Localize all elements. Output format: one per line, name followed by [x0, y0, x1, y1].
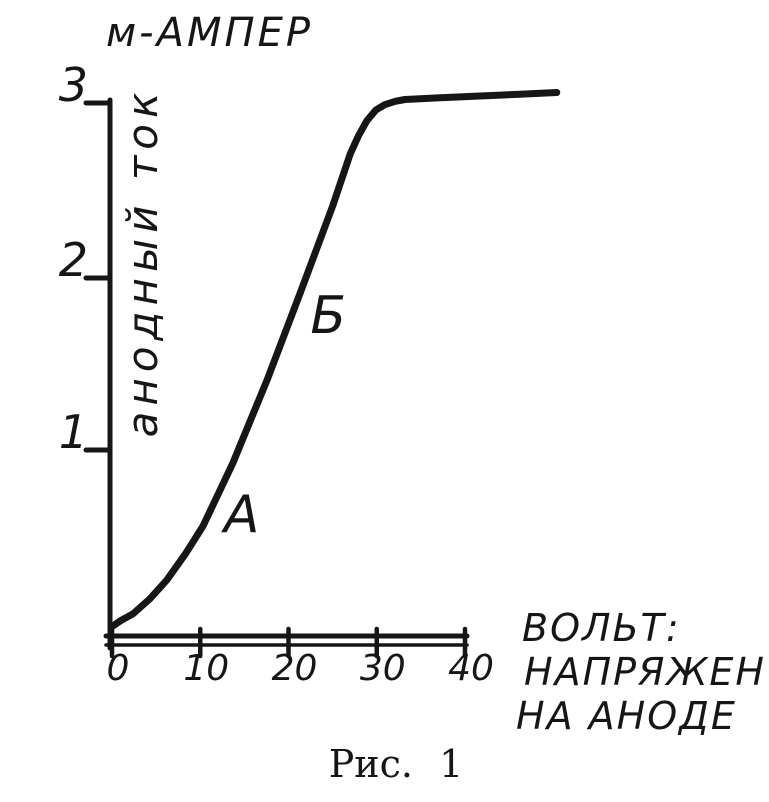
x-axis-unit-line-1: ВОЛЬТ: — [522, 606, 681, 650]
x-tick-label-30: 30 — [359, 648, 406, 689]
x-axis-unit-line-2: НАПРЯЖЕН — [524, 650, 766, 694]
y-tick-label-3: 3 — [58, 58, 88, 112]
x-tick-label-10: 10 — [183, 648, 230, 689]
chart-title: м-АМПЕР — [106, 10, 313, 56]
x-tick-label-0: 0 — [106, 648, 130, 689]
x-axis-unit-line-3: НА АНОДЕ — [516, 694, 737, 738]
y-axis-label: анодный ток — [118, 86, 167, 438]
x-tick-label-40: 40 — [448, 648, 494, 689]
figure-caption: Рис. 1 — [328, 742, 464, 786]
x-axis-unit-label: ВОЛЬТ: НАПРЯЖЕН НА АНОДЕ — [516, 606, 766, 738]
y-tick-label-2: 2 — [58, 233, 88, 287]
x-tick-label-20: 20 — [271, 648, 318, 689]
curve-point-label-Б: Б — [310, 285, 347, 346]
curve-point-label-А: А — [223, 485, 260, 546]
y-tick-label-1: 1 — [58, 405, 88, 459]
anode-current-curve — [108, 89, 561, 631]
